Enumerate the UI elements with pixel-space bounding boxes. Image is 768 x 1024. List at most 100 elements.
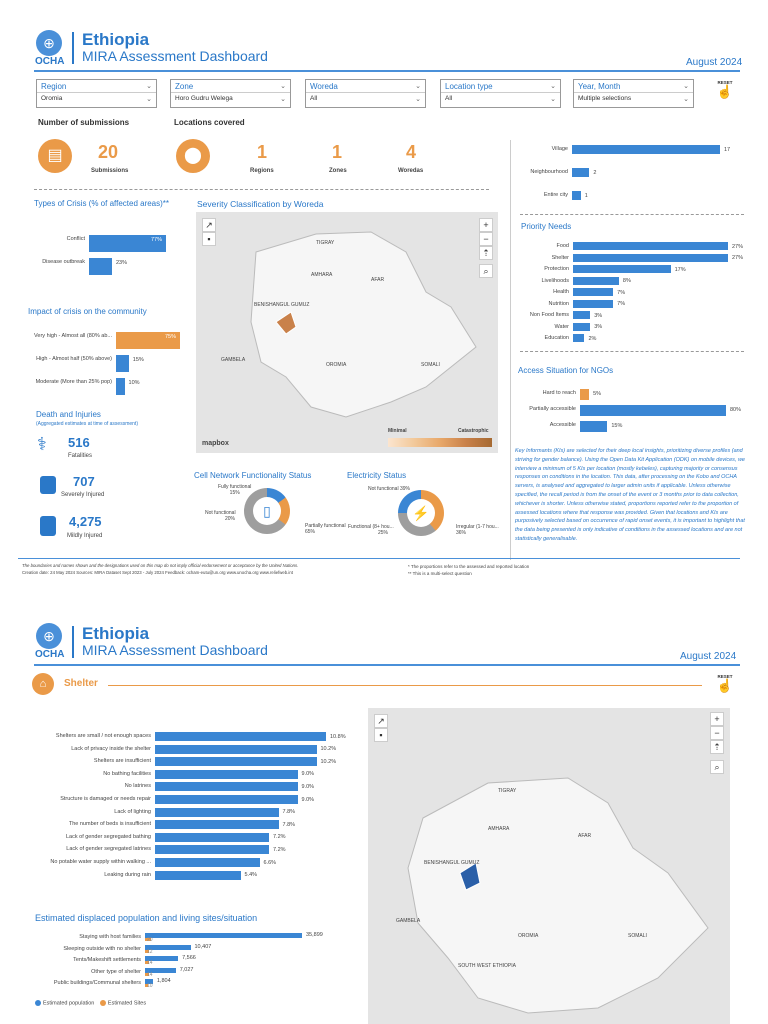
cell-seg-value: 20% bbox=[225, 516, 236, 522]
severity-title: Severity Classification by Woreda bbox=[197, 199, 324, 209]
map-label: AMHARA bbox=[311, 272, 333, 278]
displaced-sites-value: 10 bbox=[147, 983, 153, 990]
cell-seg-1: Not functional 20% bbox=[205, 510, 236, 522]
displaced-pop-value: 7,566 bbox=[182, 955, 196, 962]
footer-rule bbox=[18, 558, 740, 559]
severe-count: 707 bbox=[73, 474, 95, 489]
map-search-icon[interactable]: ⌕ bbox=[710, 760, 724, 774]
legend-dot-pop bbox=[35, 1000, 41, 1006]
shelter-bar bbox=[155, 732, 326, 741]
submissions-title: Number of submissions bbox=[38, 118, 130, 127]
cell-donut: ▯ bbox=[244, 488, 290, 534]
submissions-count: 20 bbox=[98, 142, 119, 162]
map-square-icon[interactable]: ▪ bbox=[374, 728, 388, 742]
shelter-value: 9.0% bbox=[301, 783, 315, 790]
displaced-sites-bar bbox=[145, 949, 149, 953]
location-type-value: 2 bbox=[593, 169, 597, 176]
filter-zone[interactable]: Zone Horo Gudru Welega ⌄ ⌄ bbox=[170, 79, 291, 108]
displaced-sites-bar bbox=[145, 938, 151, 941]
location-type-value: 17 bbox=[724, 146, 731, 153]
shelter-label: Lack of gender segregated bathing bbox=[65, 833, 151, 840]
filter-year-month[interactable]: Year, Month Multiple selections ⌄ ⌄ bbox=[573, 79, 694, 108]
reset-button[interactable]: RESET ☝ bbox=[714, 80, 736, 99]
submissions-label: Submissions bbox=[91, 168, 129, 174]
priority-value: 3% bbox=[594, 312, 603, 319]
severity-map[interactable]: TIGRAY AFAR AMHARA BENISHANGUL GUMUZ ORO… bbox=[196, 212, 498, 453]
elec-seg-label: Not functional bbox=[368, 486, 399, 492]
shelter-bar bbox=[155, 870, 241, 880]
shelter-label: Shelters are small / not enough spaces bbox=[55, 733, 151, 739]
shelter-label: Lack of gender segregated latrines bbox=[66, 846, 151, 853]
priority-label: Non Food Items bbox=[529, 312, 569, 318]
header-rule bbox=[34, 664, 740, 666]
cell-seg-label: Fully functional bbox=[218, 484, 252, 490]
map-label: SOMALI bbox=[628, 933, 647, 939]
electricity-donut: ⚡ bbox=[398, 490, 444, 536]
priority-value: 7% bbox=[617, 301, 626, 307]
shelter-bar bbox=[155, 832, 269, 842]
impact-value: 75% bbox=[164, 333, 176, 340]
crisis-label: Disease outbreak bbox=[42, 259, 85, 265]
compass-icon[interactable]: ⇡ bbox=[479, 246, 493, 260]
hand-icon: ☝ bbox=[716, 84, 734, 99]
displaced-sites-bar bbox=[145, 984, 148, 988]
map-label: SOMALI bbox=[421, 362, 440, 368]
filter-region[interactable]: Region Oromia ⌄ ⌄ bbox=[36, 79, 157, 108]
ocha-label: OCHA bbox=[35, 649, 65, 660]
filter-location-type[interactable]: Location type All ⌄ ⌄ bbox=[440, 79, 561, 108]
location-pin-icon: ⬤ bbox=[176, 139, 210, 173]
priority-bar bbox=[573, 265, 671, 273]
shelter-bar bbox=[155, 795, 298, 804]
priority-value: 8% bbox=[622, 278, 631, 284]
zoom-out-button[interactable]: − bbox=[710, 726, 724, 740]
hand-icon: ☝ bbox=[716, 678, 734, 693]
crisis-label: Conflict bbox=[66, 236, 85, 242]
woredas-count: 4 bbox=[406, 142, 417, 162]
zoom-out-button[interactable]: − bbox=[479, 232, 493, 246]
shelter-bar bbox=[155, 744, 317, 754]
methodology-note: Key Informants (KIs) are selected for th… bbox=[515, 448, 745, 542]
person-injured-icon: ⚕ bbox=[37, 434, 47, 454]
report-date: August 2024 bbox=[680, 651, 737, 662]
priority-label: Protection bbox=[544, 266, 569, 272]
displaced-label: Public buildings/Communal shelters bbox=[53, 980, 141, 987]
priority-label: Health bbox=[553, 289, 569, 295]
shelter-map[interactable]: TIGRAY AFAR AMHARA BENISHANGUL GUMUZ ORO… bbox=[368, 708, 730, 1024]
shelter-bar bbox=[155, 858, 260, 867]
filter-woreda[interactable]: Woreda All ⌄ ⌄ bbox=[305, 79, 426, 108]
displaced-sites-bar bbox=[145, 972, 150, 976]
displaced-label: Sleeping outside with no shelter bbox=[63, 945, 141, 952]
priority-value: 2% bbox=[588, 335, 597, 342]
crisis-bar bbox=[89, 235, 166, 252]
footer-credits: Creation date: 24 May 2024 Sources: MIRA… bbox=[22, 570, 293, 575]
displaced-sites-value: 14 bbox=[147, 971, 153, 978]
priority-bar bbox=[573, 276, 619, 285]
priority-bar bbox=[573, 299, 614, 308]
shelter-bar bbox=[155, 757, 317, 767]
cell-seg-2: Partially functional 65% bbox=[305, 523, 346, 535]
zoom-in-button[interactable]: + bbox=[710, 712, 724, 726]
displaced-sites-value: 20 bbox=[147, 937, 153, 943]
access-label: Partially accessible bbox=[529, 406, 576, 412]
priority-bar bbox=[573, 334, 585, 342]
priority-value: 27% bbox=[732, 255, 744, 261]
header-rule bbox=[34, 70, 740, 72]
zoom-in-button[interactable]: + bbox=[479, 218, 493, 232]
shelter-value: 10.2% bbox=[320, 758, 337, 765]
legend-max: Catastrophic bbox=[458, 428, 489, 434]
reset-button[interactable]: RESET ☝ bbox=[714, 674, 736, 693]
divider bbox=[520, 351, 744, 352]
priority-title: Priority Needs bbox=[521, 222, 572, 231]
shelter-bar bbox=[155, 807, 279, 817]
shelter-value: 10.8% bbox=[330, 733, 346, 740]
map-square-icon[interactable]: ▪ bbox=[202, 232, 216, 246]
map-select-icon[interactable]: ↗ bbox=[374, 714, 388, 728]
impact-bar bbox=[116, 332, 180, 349]
displaced-pop-value: 35,899 bbox=[306, 932, 323, 938]
access-bar bbox=[580, 405, 726, 416]
elec-seg-2: Irregular (1-7 hou... 36% bbox=[456, 524, 499, 536]
compass-icon[interactable]: ⇡ bbox=[710, 740, 724, 754]
map-select-icon[interactable]: ↗ bbox=[202, 218, 216, 232]
map-search-icon[interactable]: ⌕ bbox=[479, 264, 493, 278]
shelter-value: 7.8% bbox=[282, 821, 296, 828]
